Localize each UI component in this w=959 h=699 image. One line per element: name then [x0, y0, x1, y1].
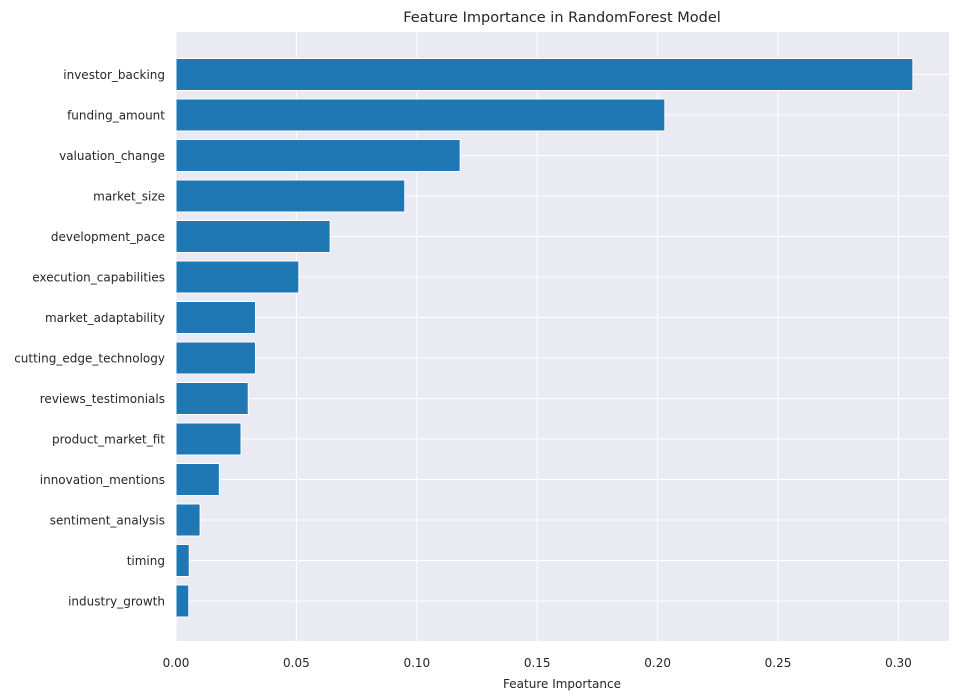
y-tick-labels: investor_backing funding_amount valuation_… — [14, 68, 165, 609]
y-tick-label: sentiment_analysis — [50, 514, 165, 528]
y-tick-label: valuation_change — [59, 149, 165, 163]
x-tick-labels: 0.00 0.05 0.10 0.15 0.20 0.25 0.30 — [163, 656, 912, 670]
y-tick-label: timing — [127, 554, 165, 568]
y-tick-label: market_adaptability — [45, 311, 165, 325]
bar-reviews-testimonials — [175, 382, 249, 415]
bar-timing — [175, 544, 190, 577]
y-tick-label: reviews_testimonials — [40, 392, 165, 406]
y-tick-label: funding_amount — [67, 109, 165, 123]
y-tick-label: investor_backing — [63, 68, 165, 82]
bar-cutting-edge-technology — [175, 341, 256, 375]
x-axis-label: Feature Importance — [503, 677, 621, 691]
bar-product-market-fit — [175, 422, 242, 456]
y-tick-label: industry_growth — [68, 595, 165, 609]
bar-investor-backing — [175, 58, 914, 91]
bars — [175, 58, 914, 618]
bar-market-size — [175, 179, 406, 213]
bar-industry-growth — [175, 584, 190, 618]
x-tick-label: 0.00 — [163, 656, 190, 670]
bar-development-pace — [175, 220, 331, 253]
y-tick-label: development_pace — [51, 230, 165, 244]
y-tick-label: market_size — [93, 190, 165, 204]
bar-sentiment-analysis — [175, 503, 201, 537]
x-tick-label: 0.30 — [885, 656, 912, 670]
bar-innovation-mentions — [175, 463, 220, 496]
x-tick-label: 0.10 — [403, 656, 430, 670]
y-tick-label: innovation_mentions — [40, 473, 165, 487]
plot-area — [176, 32, 949, 641]
x-tick-label: 0.25 — [765, 656, 792, 670]
bar-market-adaptability — [175, 301, 256, 334]
y-tick-label: cutting_edge_technology — [14, 352, 165, 366]
y-tick-label: product_market_fit — [52, 433, 165, 447]
x-tick-label: 0.20 — [644, 656, 671, 670]
bar-valuation-change — [175, 139, 461, 172]
y-tick-label: execution_capabilities — [32, 271, 165, 285]
x-tick-label: 0.05 — [283, 656, 310, 670]
bar-funding-amount — [175, 98, 666, 132]
bar-execution-capabilities — [175, 260, 300, 294]
chart-title: Feature Importance in RandomForest Model — [403, 10, 721, 26]
x-tick-label: 0.15 — [524, 656, 551, 670]
